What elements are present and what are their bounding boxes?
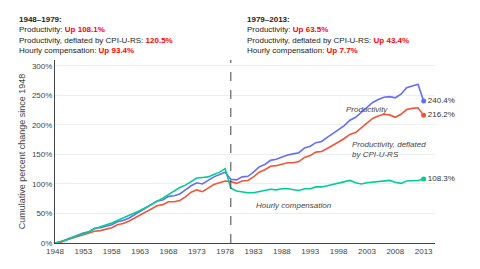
svg-text:Cumulative percent change sinc: Cumulative percent change since 1948 — [17, 74, 27, 230]
svg-text:1979–2013:Productivity: Up 63.: 1979–2013:Productivity: Up 63.5%Producti… — [247, 15, 409, 55]
svg-text:2003: 2003 — [358, 247, 376, 256]
svg-text:300%: 300% — [32, 62, 52, 71]
svg-text:100%: 100% — [32, 180, 52, 189]
svg-text:1988: 1988 — [273, 247, 291, 256]
svg-text:150%: 150% — [32, 150, 52, 159]
svg-text:250%: 250% — [32, 91, 52, 100]
svg-text:108.3%: 108.3% — [428, 174, 455, 183]
svg-text:1958: 1958 — [103, 247, 121, 256]
svg-text:1998: 1998 — [330, 247, 348, 256]
svg-text:1968: 1968 — [160, 247, 178, 256]
svg-text:1978: 1978 — [216, 247, 234, 256]
svg-text:1953: 1953 — [74, 247, 92, 256]
svg-text:Hourly compensation: Hourly compensation — [256, 201, 332, 210]
svg-text:1983: 1983 — [245, 247, 263, 256]
svg-text:50%: 50% — [36, 209, 52, 218]
svg-text:1948–1979:Productivity: Up 108: 1948–1979:Productivity: Up 108.1%Product… — [19, 15, 173, 55]
svg-text:Productivity, deflatedby CPI-U: Productivity, deflatedby CPI-U-RS — [352, 140, 426, 159]
svg-text:1993: 1993 — [301, 247, 319, 256]
svg-text:2008: 2008 — [386, 247, 404, 256]
svg-text:1948: 1948 — [46, 247, 64, 256]
svg-text:Productivity: Productivity — [346, 105, 388, 114]
svg-text:216.2%: 216.2% — [428, 110, 455, 119]
svg-text:1973: 1973 — [188, 247, 206, 256]
svg-text:2013: 2013 — [415, 247, 433, 256]
svg-text:0%: 0% — [41, 239, 53, 248]
svg-text:1963: 1963 — [131, 247, 149, 256]
svg-text:240.4%: 240.4% — [428, 96, 455, 105]
svg-text:200%: 200% — [32, 121, 52, 130]
